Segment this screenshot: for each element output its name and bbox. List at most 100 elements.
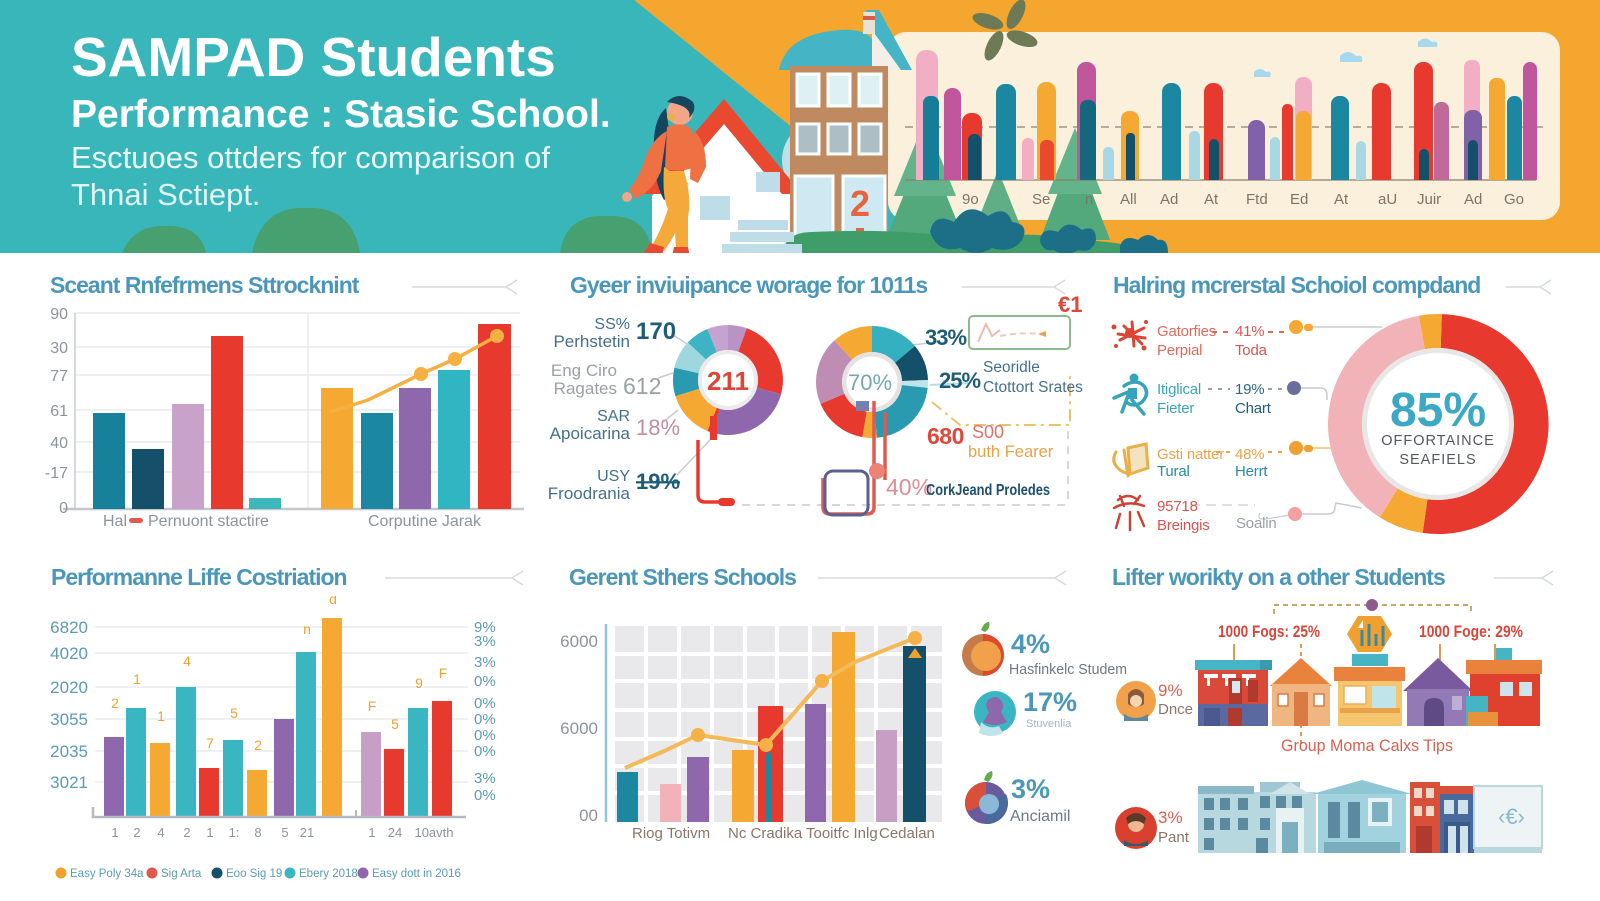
svg-text:95718: 95718 — [1157, 498, 1198, 515]
svg-text:211: 211 — [707, 366, 749, 396]
svg-text:4020: 4020 — [50, 644, 88, 663]
svg-text:Ebery 2018: Ebery 2018 — [299, 868, 358, 880]
svg-text:Dnce: Dnce — [1158, 701, 1193, 718]
svg-text:Eoo Sig 19: Eoo Sig 19 — [226, 868, 282, 880]
svg-text:3%: 3% — [1158, 808, 1183, 827]
svg-text:3%: 3% — [474, 633, 496, 650]
svg-text:2: 2 — [183, 825, 190, 840]
svg-text:2035: 2035 — [50, 742, 88, 761]
svg-text:0%: 0% — [474, 711, 496, 728]
svg-text:1: 1 — [111, 825, 118, 840]
svg-text:Hasfinkelc Studem: Hasfinkelc Studem — [1009, 661, 1127, 678]
svg-text:Corputine Jarak: Corputine Jarak — [368, 513, 482, 530]
svg-text:4: 4 — [183, 653, 191, 669]
svg-text:5: 5 — [391, 716, 399, 732]
svg-text:Tural: Tural — [1157, 463, 1190, 480]
svg-text:Nc Cradika: Nc Cradika — [728, 825, 803, 842]
svg-text:Froodrania: Froodrania — [548, 484, 631, 503]
svg-text:CorkJeand Proledes: CorkJeand Proledes — [926, 482, 1050, 499]
svg-text:All: All — [1120, 191, 1137, 208]
svg-text:6000: 6000 — [560, 632, 598, 651]
svg-text:24: 24 — [388, 825, 402, 840]
svg-text:Riog Totivm: Riog Totivm — [632, 825, 710, 842]
svg-text:612: 612 — [623, 373, 661, 399]
svg-text:Hal: Hal — [103, 513, 127, 530]
svg-text:7: 7 — [206, 735, 214, 751]
svg-text:0%: 0% — [474, 743, 496, 760]
svg-text:Ad: Ad — [1464, 191, 1482, 208]
svg-text:Stuvenlia: Stuvenlia — [1026, 718, 1072, 730]
svg-text:Ragates: Ragates — [554, 379, 617, 398]
svg-text:1: 1 — [206, 825, 213, 840]
svg-text:0%: 0% — [474, 673, 496, 690]
svg-text:2: 2 — [133, 825, 140, 840]
svg-text:Cedalan: Cedalan — [879, 825, 935, 842]
svg-text:OFFORTAINCE: OFFORTAINCE — [1381, 433, 1495, 449]
svg-text:9%: 9% — [474, 619, 496, 636]
svg-text:Fieter: Fieter — [1157, 400, 1194, 417]
svg-text:170: 170 — [636, 318, 676, 345]
svg-text:At: At — [1204, 191, 1219, 208]
svg-text:‹€›: ‹€› — [1498, 804, 1525, 829]
svg-text:3%: 3% — [474, 770, 496, 787]
svg-text:USY: USY — [597, 468, 630, 485]
svg-text:Eng Ciro: Eng Ciro — [551, 361, 617, 380]
svg-text:6820: 6820 — [50, 618, 88, 637]
svg-text:Breingis: Breingis — [1157, 517, 1210, 534]
svg-text:3%: 3% — [474, 654, 496, 671]
svg-text:1: 1 — [133, 671, 141, 687]
svg-text:Tooitfc Inlg: Tooitfc Inlg — [806, 825, 878, 842]
svg-text:1000 Fogs: 25%: 1000 Fogs: 25% — [1218, 622, 1320, 641]
svg-text:40%: 40% — [886, 474, 932, 500]
svg-text:30: 30 — [50, 340, 68, 357]
svg-text:Perhstetin: Perhstetin — [553, 332, 630, 351]
svg-text:1000 Foge: 29%: 1000 Foge: 29% — [1419, 622, 1523, 641]
svg-text:9%: 9% — [1158, 681, 1183, 700]
svg-text:Se: Se — [1032, 191, 1050, 208]
svg-text:Group Moma Calxs Tips: Group Moma Calxs Tips — [1281, 736, 1453, 755]
svg-text:0%: 0% — [474, 727, 496, 744]
svg-text:Herrt: Herrt — [1235, 463, 1268, 480]
svg-text:77: 77 — [50, 368, 68, 385]
svg-text:21: 21 — [300, 825, 314, 840]
svg-text:Ed: Ed — [1290, 191, 1308, 208]
svg-text:00: 00 — [579, 806, 598, 825]
svg-text:Ftd: Ftd — [1246, 191, 1268, 208]
svg-text:2: 2 — [254, 737, 262, 753]
svg-text:6000: 6000 — [560, 719, 598, 738]
svg-text:10avth: 10avth — [414, 825, 453, 840]
svg-text:Easy dott in 2016: Easy dott in 2016 — [372, 868, 461, 880]
svg-text:680: 680 — [927, 423, 964, 449]
svg-text:8: 8 — [254, 825, 261, 840]
svg-text:Seoridle: Seoridle — [983, 359, 1040, 376]
svg-text:19%: 19% — [636, 469, 680, 494]
svg-text:48%: 48% — [1235, 446, 1264, 463]
svg-text:F: F — [368, 698, 377, 714]
svg-text:Chart: Chart — [1235, 400, 1272, 417]
svg-text:9o: 9o — [962, 191, 979, 208]
svg-text:1: 1 — [157, 708, 165, 724]
svg-text:61: 61 — [50, 403, 68, 420]
svg-text:Gsti natter: Gsti natter — [1157, 446, 1224, 463]
svg-text:-17: -17 — [45, 465, 68, 482]
svg-text:19%: 19% — [1235, 381, 1264, 398]
svg-text:Perpial: Perpial — [1157, 342, 1202, 359]
svg-text:4%: 4% — [1011, 629, 1050, 659]
svg-text:0: 0 — [59, 500, 68, 517]
svg-text:18%: 18% — [636, 415, 680, 440]
svg-text:Gatorfies: Gatorfies — [1157, 323, 1216, 340]
svg-text:d: d — [329, 596, 337, 607]
svg-text:n: n — [303, 621, 311, 637]
svg-text:Itiglical: Itiglical — [1157, 381, 1201, 398]
svg-text:41%: 41% — [1235, 323, 1264, 340]
svg-text:40: 40 — [50, 435, 68, 452]
svg-text:Sig Arta: Sig Arta — [161, 868, 202, 880]
svg-text:€1: €1 — [1058, 292, 1082, 317]
svg-text:9: 9 — [415, 675, 423, 691]
svg-text:Pernuont stactire: Pernuont stactire — [148, 513, 269, 530]
svg-text:Go: Go — [1504, 191, 1524, 208]
svg-text:4: 4 — [157, 825, 164, 840]
svg-text:33%: 33% — [925, 325, 966, 350]
svg-text:2: 2 — [850, 183, 870, 224]
svg-text:1:: 1: — [229, 825, 240, 840]
